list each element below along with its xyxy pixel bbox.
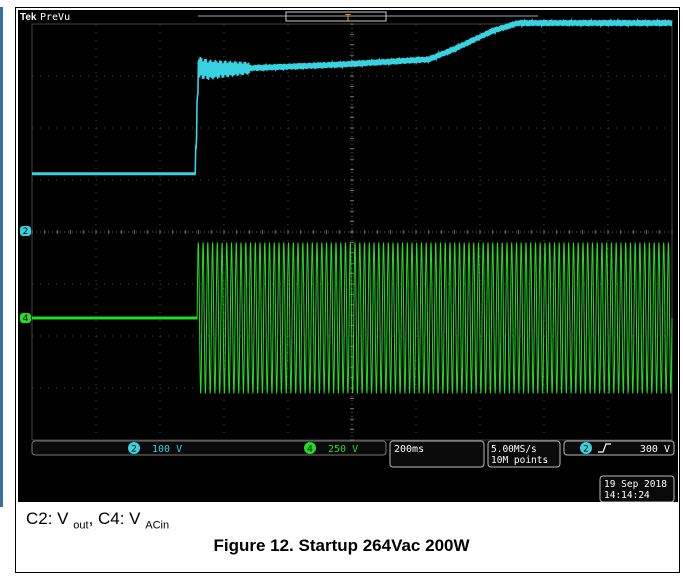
svg-text:4: 4	[307, 445, 313, 455]
date-readout: 19 Sep 2018	[604, 479, 667, 490]
prevu-status: PreVu	[40, 12, 70, 23]
time-readout: 14:14:24	[604, 490, 650, 501]
tek-brand: Tek	[20, 12, 37, 23]
trigger-position-marker: T	[345, 13, 351, 24]
svg-text:4: 4	[23, 314, 29, 324]
ch4-ground-marker: 4	[20, 313, 31, 324]
record-view-window	[285, 11, 387, 22]
svg-text:2: 2	[23, 227, 29, 237]
ch2-scale-readout: 2 100 V	[128, 442, 182, 455]
ch4-vacin-trace	[32, 242, 673, 394]
oscilloscope-screen: Tek PreVu T 2 4 2 100 V 4 250 V	[18, 10, 678, 502]
caption-c2-sub: out	[73, 519, 89, 532]
caption-c4-sub: ACin	[145, 519, 170, 532]
svg-text:250 V: 250 V	[328, 444, 358, 455]
traces	[32, 17, 673, 394]
caption-separator: , C4: V	[88, 509, 141, 528]
svg-text:2: 2	[583, 445, 589, 455]
trigger-readout: 2 300 V	[580, 442, 670, 455]
channel-caption: C2: V out, C4: V ACin	[26, 509, 169, 531]
svg-text:100 V: 100 V	[152, 444, 182, 455]
svg-text:2: 2	[131, 445, 137, 455]
ch2-ground-marker: 2	[20, 226, 31, 237]
figure-title: Figure 12. Startup 264Vac 200W	[213, 536, 470, 555]
svg-text:300 V: 300 V	[640, 444, 670, 455]
record-length-readout: 10M points	[491, 455, 548, 466]
caption-c2-prefix: C2: V	[26, 509, 69, 528]
page-margin-bar	[0, 7, 3, 507]
rising-edge-icon	[598, 443, 611, 453]
ch4-scale-readout: 4 250 V	[304, 442, 358, 455]
sample-rate-readout: 5.00MS/s	[491, 444, 537, 455]
scope-plot: Tek PreVu T 2 4 2 100 V 4 250 V	[18, 10, 678, 502]
timebase-readout: 200ms	[394, 444, 424, 455]
